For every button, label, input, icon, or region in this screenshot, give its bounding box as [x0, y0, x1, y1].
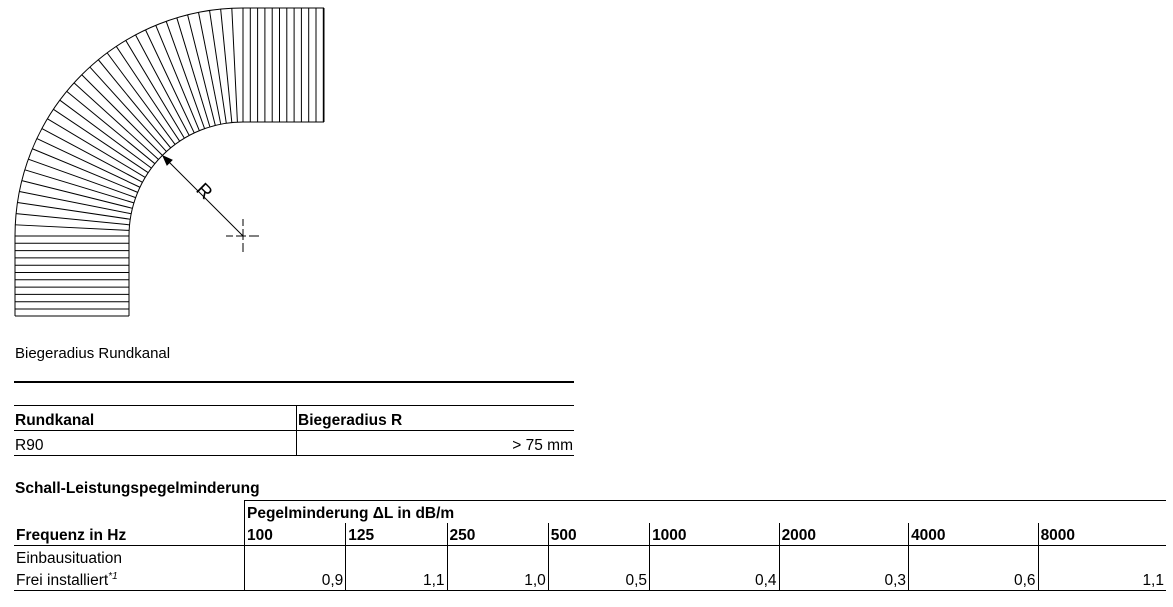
cell-radius: > 75 mm: [296, 430, 574, 456]
freq-cell: 500: [548, 523, 651, 546]
value-cell: 0,9: [244, 568, 347, 591]
figure-caption: Biegeradius Rundkanal: [15, 345, 171, 362]
row-header: Frequenz in Hz: [14, 523, 245, 546]
freq-cell: 2000: [779, 523, 910, 546]
frequency-row: Frequenz in Hz 100 125 250 500 1000 2000…: [14, 523, 1166, 546]
group-header: Pegelminderung ΔL in dB/m: [244, 500, 1166, 523]
col-header-radius: Biegeradius R: [296, 405, 574, 431]
value-cell: 0,5: [548, 568, 651, 591]
table-row: Frei installiert*1 0,9 1,1 1,0 0,5 0,4 0…: [14, 568, 1166, 591]
col-header-duct: Rundkanal: [14, 405, 297, 431]
value-cell: 0,6: [908, 568, 1039, 591]
radius-dimension: [162, 155, 244, 237]
value-cell: 1,1: [1038, 568, 1166, 591]
value-cell: 0,3: [779, 568, 910, 591]
center-cross: [226, 219, 259, 252]
cell-duct: R90: [14, 430, 297, 456]
situation-label: Einbausituation: [14, 545, 245, 568]
table-row: R90 > 75 mm: [14, 430, 574, 456]
radius-table: Rundkanal Biegeradius R R90 > 75 mm: [14, 405, 574, 456]
freq-cell: 8000: [1038, 523, 1166, 546]
empty-cell: [14, 500, 245, 523]
round-duct-bend: [14, 7, 325, 317]
value-cell: 0,4: [649, 568, 780, 591]
value-cell: 1,0: [447, 568, 549, 591]
table-header-row: Pegelminderung ΔL in dB/m: [14, 500, 1166, 523]
freq-cell: 1000: [649, 523, 780, 546]
section-title: Schall-Leistungspegelminderung: [15, 480, 260, 497]
bend-radius-diagram: R: [14, 7, 325, 317]
freq-cell: 100: [244, 523, 347, 546]
value-cell: 1,1: [345, 568, 448, 591]
radius-label: R: [192, 179, 217, 204]
footnote-mark: *1: [108, 570, 118, 582]
divider: [14, 381, 574, 383]
freq-cell: 250: [447, 523, 549, 546]
freq-cell: 125: [345, 523, 448, 546]
row-label: Frei installiert*1: [14, 568, 245, 591]
sound-reduction-table: Pegelminderung ΔL in dB/m Frequenz in Hz…: [14, 500, 1166, 591]
table-header-row: Rundkanal Biegeradius R: [14, 405, 574, 431]
situation-row: Einbausituation: [14, 545, 1166, 568]
freq-cell: 4000: [908, 523, 1039, 546]
